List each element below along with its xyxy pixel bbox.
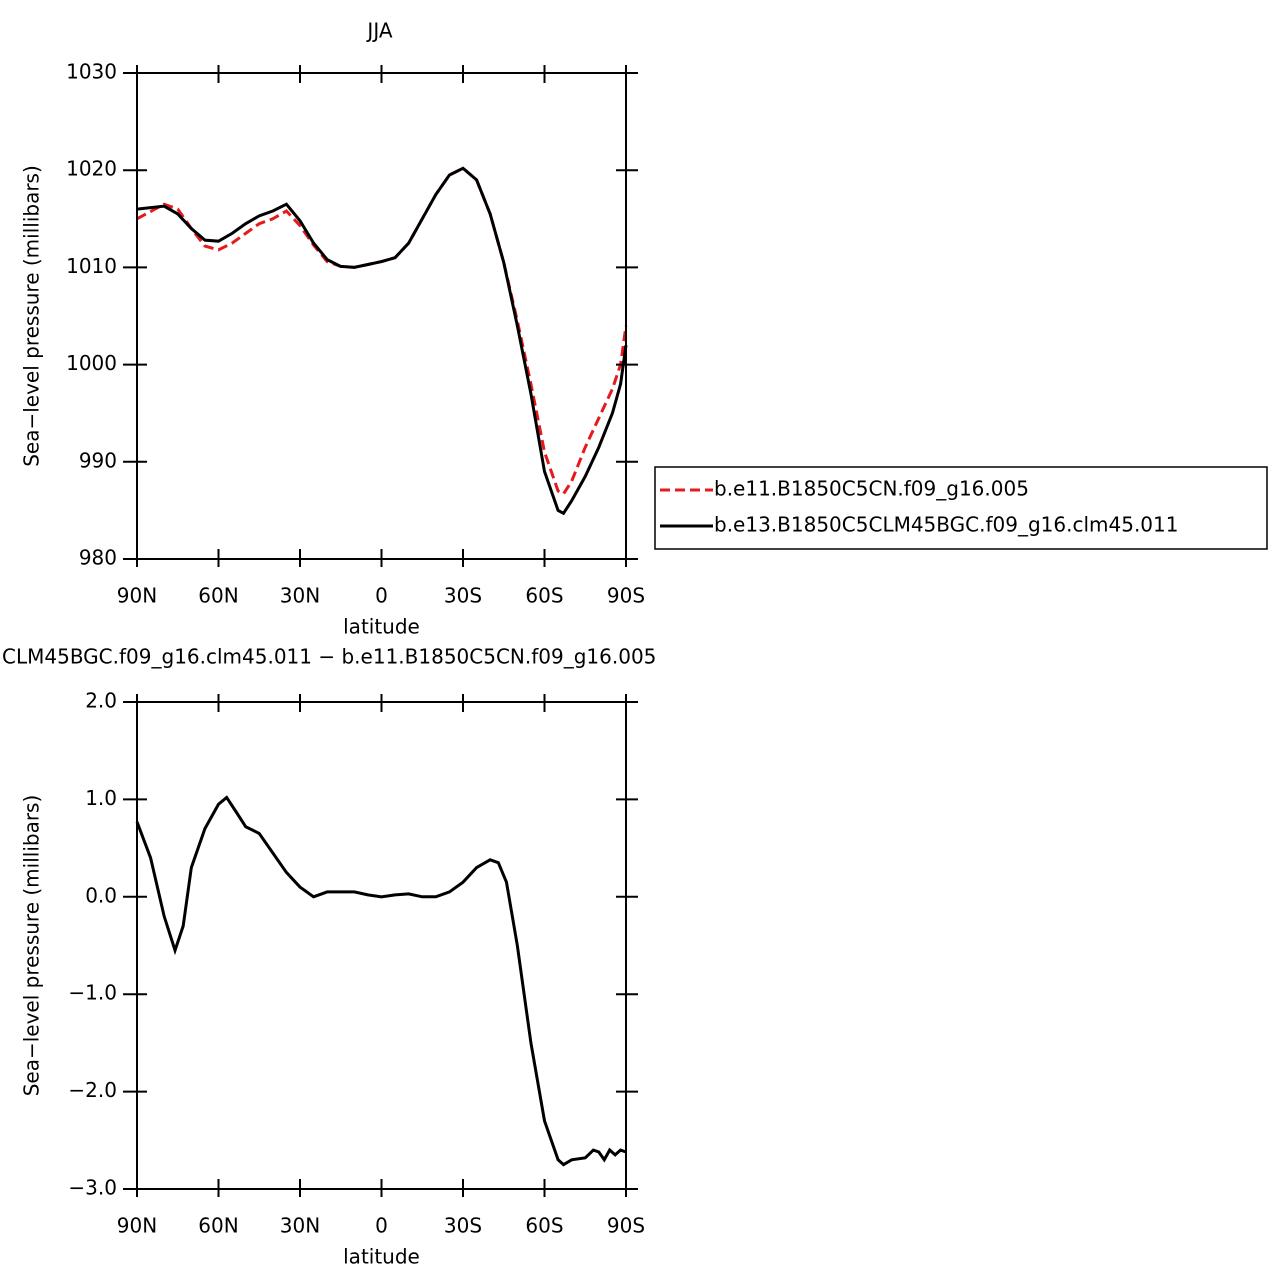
y-tick-label: 1010: [66, 254, 117, 278]
plot-frame: [136, 72, 627, 560]
y-tick-label: 2.0: [85, 689, 117, 713]
x-tick-label: 60S: [525, 1214, 563, 1238]
x-tick-label: 60N: [198, 584, 238, 608]
x-tick-label: 30N: [280, 1214, 320, 1238]
y-tick-label: 0.0: [85, 883, 117, 907]
x-tick-label: 0: [375, 1214, 388, 1238]
series-line: [136, 166, 628, 516]
x-tick-label: 90S: [607, 1214, 645, 1238]
legend-label: b.e13.B1850C5CLM45BGC.f09_g16.clm45.011: [714, 513, 1178, 537]
x-tick-label: 30S: [444, 584, 482, 608]
chart-title: JJA: [365, 19, 392, 43]
y-tick-label: 1.0: [85, 786, 117, 810]
y-axis-label: Sea−level pressure (millibars): [20, 165, 44, 467]
y-tick-label: 990: [79, 448, 117, 472]
series-line: [135, 795, 627, 1167]
x-tick-label: 90N: [117, 1214, 157, 1238]
y-tick-label: 980: [79, 546, 117, 570]
y-tick-label: −1.0: [68, 981, 117, 1005]
y-tick-label: 1020: [66, 157, 117, 181]
x-tick-label: 90S: [607, 584, 645, 608]
series-line: [136, 166, 628, 496]
y-tick-label: 1030: [66, 60, 117, 84]
x-axis-label: latitude: [343, 615, 420, 639]
x-tick-label: 30S: [444, 1214, 482, 1238]
chart-title: CLM45BGC.f09_g16.clm45.011 − b.e11.B1850…: [2, 645, 656, 669]
y-tick-label: −3.0: [68, 1176, 117, 1200]
x-tick-label: 60S: [525, 584, 563, 608]
x-tick-label: 90N: [117, 584, 157, 608]
y-tick-label: −2.0: [68, 1078, 117, 1102]
plot-frame: [136, 701, 627, 1190]
legend-label: b.e11.B1850C5CN.f09_g16.005: [714, 477, 1029, 501]
y-axis-label: Sea−level pressure (millibars): [20, 795, 44, 1097]
x-tick-label: 0: [375, 584, 388, 608]
x-axis-label: latitude: [343, 1245, 420, 1269]
y-tick-label: 1000: [66, 351, 117, 375]
x-tick-label: 30N: [280, 584, 320, 608]
legend-box: [654, 466, 1268, 550]
x-tick-label: 60N: [198, 1214, 238, 1238]
